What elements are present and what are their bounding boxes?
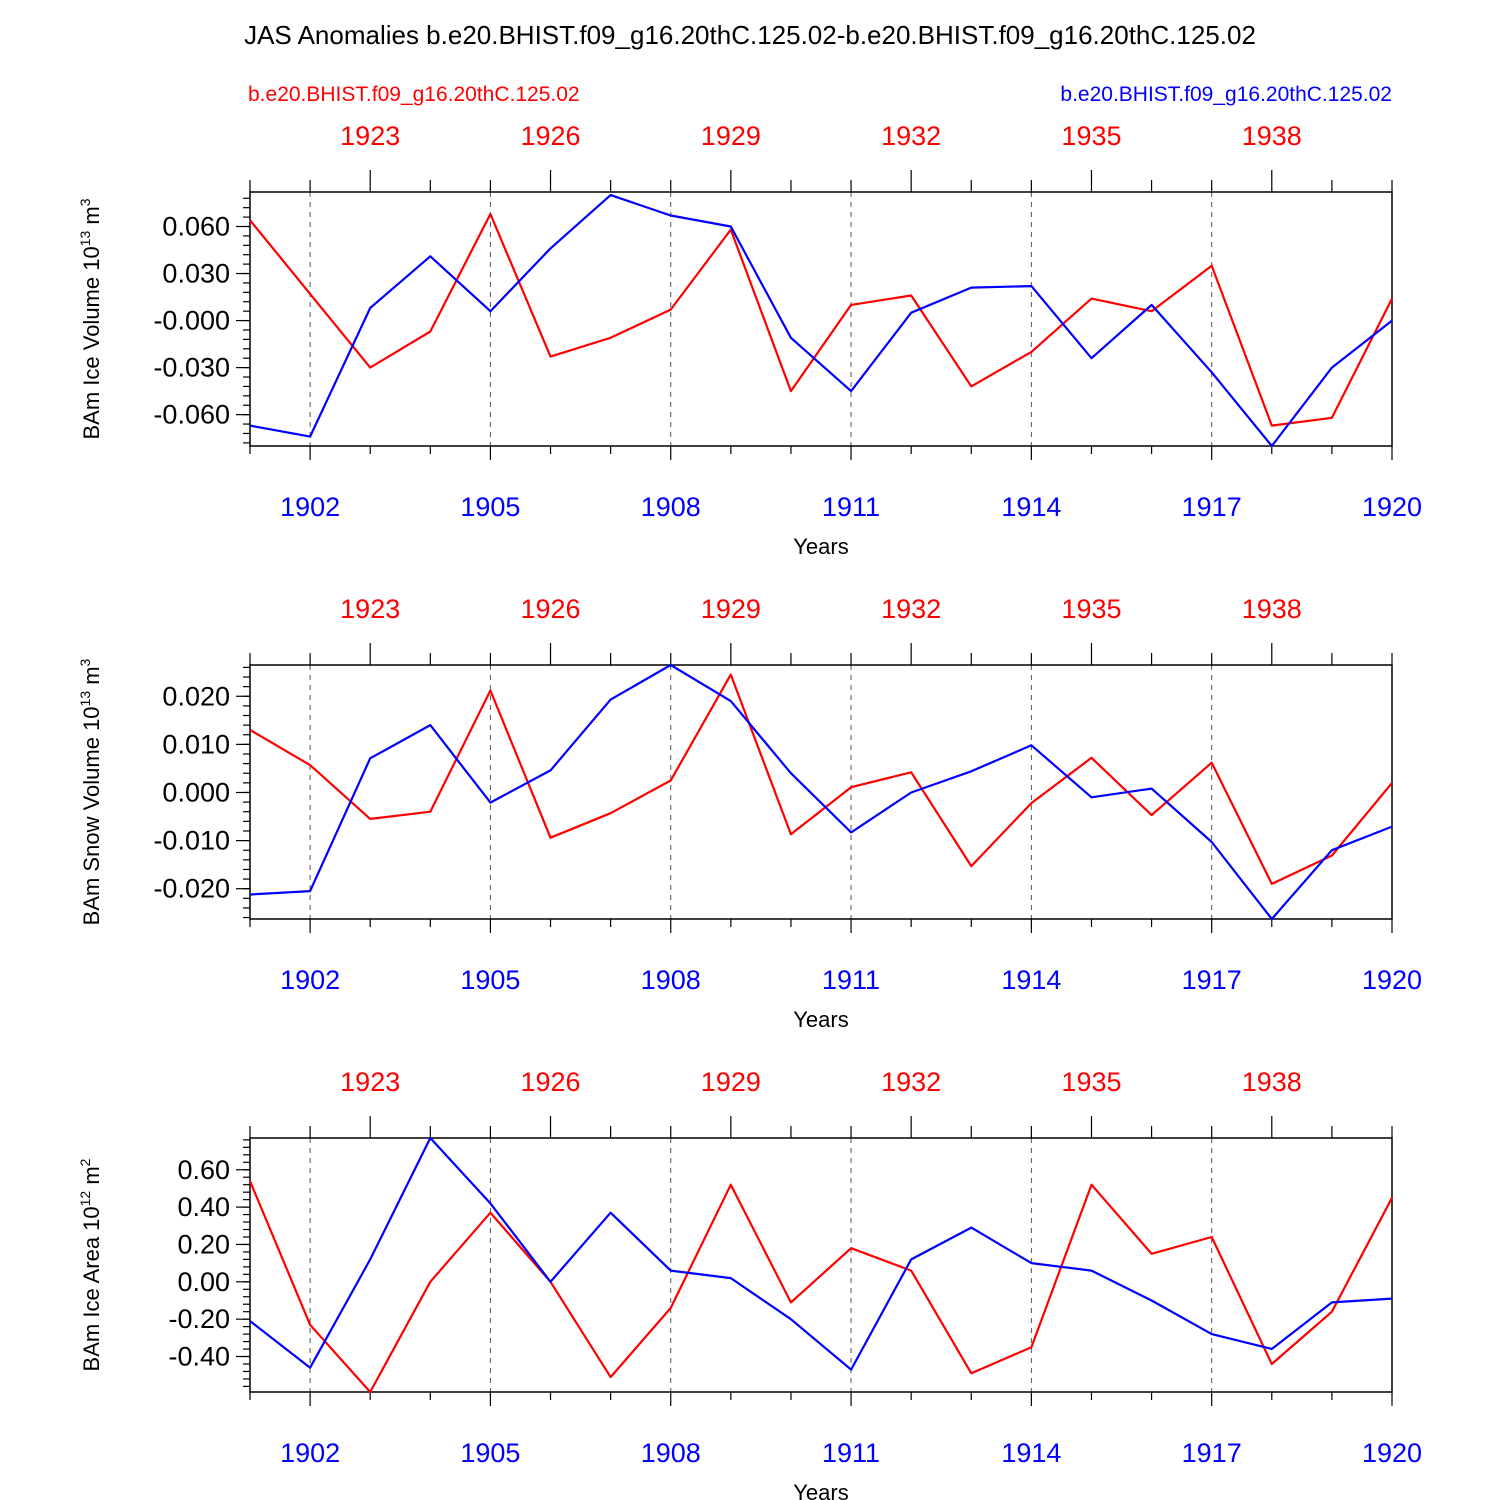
top-tick-label: 1923 [340, 594, 400, 624]
x-tick-label: 1911 [822, 492, 880, 522]
y-tick-label: -0.020 [153, 874, 230, 904]
top-tick-label: 1935 [1061, 121, 1121, 151]
chart-panels: 0.060 0.030 -0.000 -0.030 -0.060 1902 1905 1908… [77, 121, 1422, 1500]
y-tick-label: 0.60 [177, 1155, 230, 1185]
y-axis-label-unit-exponent: 3 [77, 658, 93, 666]
x-tick-label: 1902 [280, 1438, 340, 1468]
x-tick-label: 1905 [460, 492, 520, 522]
top-tick-label: 1938 [1242, 594, 1302, 624]
top-tick-label: 1929 [701, 121, 761, 151]
top-tick-label: 1932 [881, 594, 941, 624]
y-axis-label-main: BAm Snow Volume 10 [79, 706, 104, 925]
y-axis-label: BAm Ice Area 1012 m2 [77, 1158, 104, 1371]
x-tick-label: 1920 [1362, 492, 1422, 522]
x-tick-label: 1908 [641, 492, 701, 522]
x-tick-label: 1914 [1001, 492, 1061, 522]
top-tick-label: 1929 [701, 1067, 761, 1097]
x-axis-label: Years [793, 534, 848, 559]
y-tick-label: 0.010 [162, 729, 230, 759]
y-tick-label: -0.030 [153, 353, 230, 383]
plot-frame [249, 1137, 1393, 1393]
y-tick-label: -0.010 [153, 826, 230, 856]
x-tick-label: 1917 [1182, 1438, 1242, 1468]
y-tick-label: 0.030 [162, 259, 230, 289]
x-tick-label: 1911 [822, 965, 880, 995]
series-line-red [248, 1180, 1393, 1394]
y-axis-label-main: BAm Ice Volume 10 [79, 246, 104, 439]
x-tick-label: 1905 [460, 1438, 520, 1468]
x-tick-label: 1920 [1362, 965, 1422, 995]
y-axis-label-unit: m [79, 1166, 104, 1190]
x-tick-label: 1917 [1182, 965, 1242, 995]
top-tick-label: 1926 [520, 1067, 580, 1097]
x-tick-label: 1902 [280, 492, 340, 522]
series-line-blue [249, 1136, 1393, 1371]
x-tick-label: 1911 [822, 1438, 880, 1468]
panel-2: 0.020 0.010 0.000 -0.010 -0.020 1902 1905 1908 1… [77, 594, 1422, 1032]
y-tick-label: 0.060 [162, 211, 230, 241]
x-tick-label: 1914 [1001, 1438, 1061, 1468]
series-line-blue [249, 194, 1393, 448]
top-tick-label: 1923 [340, 121, 400, 151]
top-tick-label: 1932 [881, 121, 941, 151]
x-axis-label: Years [793, 1480, 848, 1500]
top-tick-label: 1935 [1061, 594, 1121, 624]
top-tick-label: 1923 [340, 1067, 400, 1097]
x-tick-label: 1908 [641, 965, 701, 995]
series-line-red [249, 673, 1393, 886]
y-tick-label: 0.40 [177, 1192, 230, 1222]
top-tick-label: 1926 [520, 594, 580, 624]
top-tick-label: 1932 [881, 1067, 941, 1097]
y-axis-label-exponent: 13 [77, 691, 93, 707]
x-tick-label: 1914 [1001, 965, 1061, 995]
series-line-blue [249, 663, 1393, 921]
top-tick-label: 1926 [520, 121, 580, 151]
x-tick-label: 1905 [460, 965, 520, 995]
right-case-label: b.e20.BHIST.f09_g16.20thC.125.02 [1060, 83, 1392, 106]
y-tick-label: 0.00 [177, 1267, 230, 1297]
x-tick-label: 1902 [280, 965, 340, 995]
y-axis-label-exponent: 12 [77, 1191, 93, 1207]
plot-frame [249, 664, 1393, 920]
y-tick-label: -0.000 [153, 306, 230, 336]
chart-title: JAS Anomalies b.e20.BHIST.f09_g16.20thC.… [244, 20, 1256, 50]
x-tick-label: 1908 [641, 1438, 701, 1468]
x-axis-label: Years [793, 1007, 848, 1032]
y-axis-label-main: BAm Ice Area 10 [79, 1206, 104, 1371]
top-tick-label: 1938 [1242, 1067, 1302, 1097]
y-tick-label: 0.20 [177, 1229, 230, 1259]
y-tick-label: 0.020 [162, 681, 230, 711]
x-tick-label: 1920 [1362, 1438, 1422, 1468]
left-case-label: b.e20.BHIST.f09_g16.20thC.125.02 [248, 83, 580, 106]
y-axis-label-unit: m [79, 666, 104, 690]
plot-frame [249, 191, 1393, 447]
y-axis-label-unit: m [79, 206, 104, 230]
top-tick-label: 1938 [1242, 121, 1302, 151]
y-axis-label-exponent: 13 [77, 231, 93, 247]
y-tick-label: 0.000 [162, 777, 230, 807]
y-axis-label-unit-exponent: 3 [77, 198, 93, 206]
y-axis-label-unit-exponent: 2 [77, 1158, 93, 1166]
panel-3: 0.60 0.40 0.20 0.00 -0.20 -0.40 1902 1905 1908 19… [77, 1067, 1422, 1500]
top-tick-label: 1929 [701, 594, 761, 624]
series-line-red [249, 212, 1393, 427]
y-axis-label: BAm Snow Volume 1013 m3 [77, 658, 104, 925]
panel-1: 0.060 0.030 -0.000 -0.030 -0.060 1902 1905 1908… [77, 121, 1422, 559]
y-tick-label: -0.40 [168, 1342, 230, 1372]
top-tick-label: 1935 [1061, 1067, 1121, 1097]
y-tick-label: -0.060 [153, 400, 230, 430]
y-axis-label: BAm Ice Volume 1013 m3 [77, 198, 104, 439]
x-tick-label: 1917 [1182, 492, 1242, 522]
y-tick-label: -0.20 [168, 1304, 230, 1334]
